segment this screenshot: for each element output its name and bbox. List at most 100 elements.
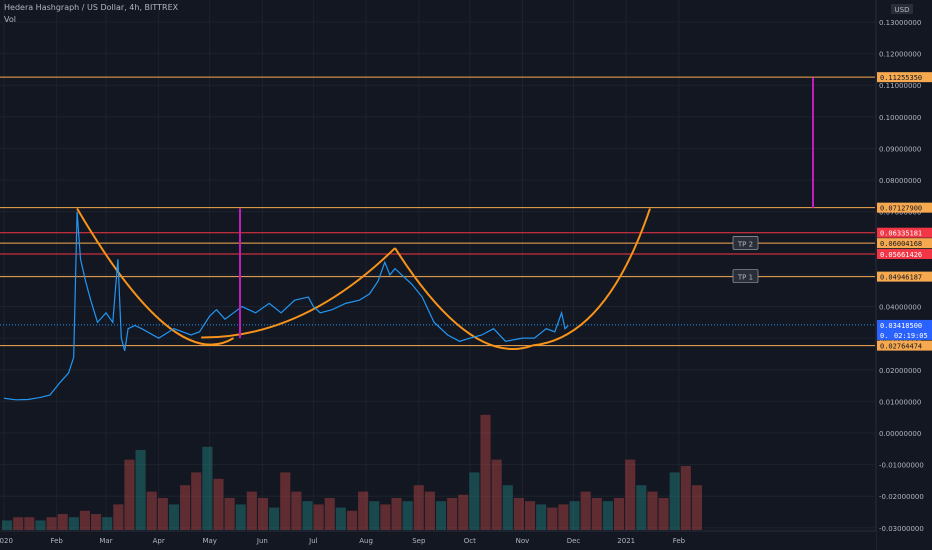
y-tick-label: 0.10000000 xyxy=(879,114,921,122)
volume-bar xyxy=(358,492,368,530)
volume-bar xyxy=(102,517,112,530)
x-tick-label: Aug xyxy=(359,537,373,545)
x-tick-label: Mar xyxy=(99,537,112,545)
y-tick-label: 0.01000000 xyxy=(879,398,921,406)
volume-bar xyxy=(124,460,134,530)
volume-bar xyxy=(458,495,468,530)
x-tick-label: Dec xyxy=(567,537,581,545)
y-tick-label: 0.13000000 xyxy=(879,19,921,27)
volume-bar xyxy=(47,517,57,530)
x-tick-label: Apr xyxy=(153,537,165,545)
volume-bar xyxy=(191,472,201,530)
x-tick-label: 2021 xyxy=(617,537,635,545)
y-tick-label: -0.03000000 xyxy=(879,525,924,533)
volume-bar xyxy=(236,504,246,530)
volume-bar xyxy=(391,498,401,530)
countdown-prefix: 0. xyxy=(880,332,888,340)
volume-bar xyxy=(625,460,635,530)
volume-bar xyxy=(492,460,502,530)
volume-bar xyxy=(325,498,335,530)
volume-bar xyxy=(592,498,602,530)
volume-bar xyxy=(336,508,346,530)
volume-bar xyxy=(91,514,101,530)
level-label: 0.05661426 xyxy=(880,251,922,259)
volume-bar xyxy=(503,485,513,530)
annotation-text: TP 2 xyxy=(737,240,753,248)
volume-bar xyxy=(380,504,390,530)
volume-bar xyxy=(558,504,568,530)
y-tick-label: 0.09000000 xyxy=(879,145,921,153)
volume-bar xyxy=(414,485,424,530)
volume-bar xyxy=(425,492,435,530)
volume-bar xyxy=(347,511,357,530)
volume-bar xyxy=(225,498,235,530)
y-tick-label: 0.11000000 xyxy=(879,82,921,90)
x-tick-label: 2020 xyxy=(0,537,13,545)
plot-area xyxy=(0,0,875,530)
x-tick-label: Sep xyxy=(412,537,426,545)
volume-label: Vol xyxy=(4,15,16,24)
volume-bar xyxy=(681,466,691,530)
symbol-title: Hedera Hashgraph / US Dollar, 4h, BITTRE… xyxy=(4,3,178,12)
volume-bar xyxy=(469,472,479,530)
x-tick-label: May xyxy=(202,537,216,545)
volume-bar xyxy=(569,501,579,530)
volume-bar xyxy=(35,520,45,530)
volume-bar xyxy=(525,501,535,530)
y-tick-label: 0.02000000 xyxy=(879,367,921,375)
volume-bar xyxy=(258,498,268,530)
volume-bar xyxy=(314,504,324,530)
level-label: 0.02764474 xyxy=(880,343,922,351)
volume-bar xyxy=(614,498,624,530)
volume-bar xyxy=(158,498,168,530)
volume-bar xyxy=(113,504,123,530)
volume-bar xyxy=(447,498,457,530)
x-tick-label: Nov xyxy=(516,537,530,545)
volume-bar xyxy=(13,517,23,530)
x-tick-label: Feb xyxy=(50,537,63,545)
level-label: 0.06335181 xyxy=(880,230,922,238)
volume-bar xyxy=(69,517,79,530)
level-label: 0.11255350 xyxy=(880,74,922,82)
volume-bar xyxy=(180,485,190,530)
volume-bar xyxy=(269,508,279,530)
x-tick-label: Feb xyxy=(673,537,686,545)
time-axis xyxy=(0,531,876,550)
volume-bar xyxy=(213,479,223,530)
volume-bar xyxy=(603,501,613,530)
volume-bar xyxy=(670,472,680,530)
y-tick-label: 0.08000000 xyxy=(879,177,921,185)
volume-bar xyxy=(24,517,34,530)
level-label: 0.07127900 xyxy=(880,205,922,213)
level-label: 0.06004168 xyxy=(880,240,922,248)
volume-bar xyxy=(636,485,646,530)
volume-bar xyxy=(202,447,212,530)
volume-bar xyxy=(536,504,546,530)
volume-bar xyxy=(403,501,413,530)
volume-bar xyxy=(58,514,68,530)
volume-bar xyxy=(247,492,257,530)
annotation-text: TP 1 xyxy=(737,274,753,282)
y-tick-label: 0.00000000 xyxy=(879,430,921,438)
volume-bar xyxy=(2,520,12,530)
volume-bar xyxy=(169,504,179,530)
y-tick-label: 0.04000000 xyxy=(879,304,921,312)
volume-bar xyxy=(581,492,591,530)
volume-bar xyxy=(302,501,312,530)
volume-bar xyxy=(280,472,290,530)
y-tick-label: -0.02000000 xyxy=(879,493,924,501)
volume-bar xyxy=(692,485,702,530)
x-tick-label: Jun xyxy=(256,537,268,545)
volume-bar xyxy=(547,508,557,530)
current-price-label: 0.03418500 xyxy=(880,322,922,330)
volume-bar xyxy=(436,501,446,530)
volume-bar xyxy=(514,498,524,530)
countdown-label: 02:19:05 xyxy=(894,332,928,340)
volume-bar xyxy=(147,492,157,530)
volume-bar xyxy=(658,498,668,530)
currency-label: USD xyxy=(895,6,910,14)
level-label: 0.04946187 xyxy=(880,274,922,282)
volume-bar xyxy=(136,450,146,530)
y-tick-label: 0.12000000 xyxy=(879,51,921,59)
